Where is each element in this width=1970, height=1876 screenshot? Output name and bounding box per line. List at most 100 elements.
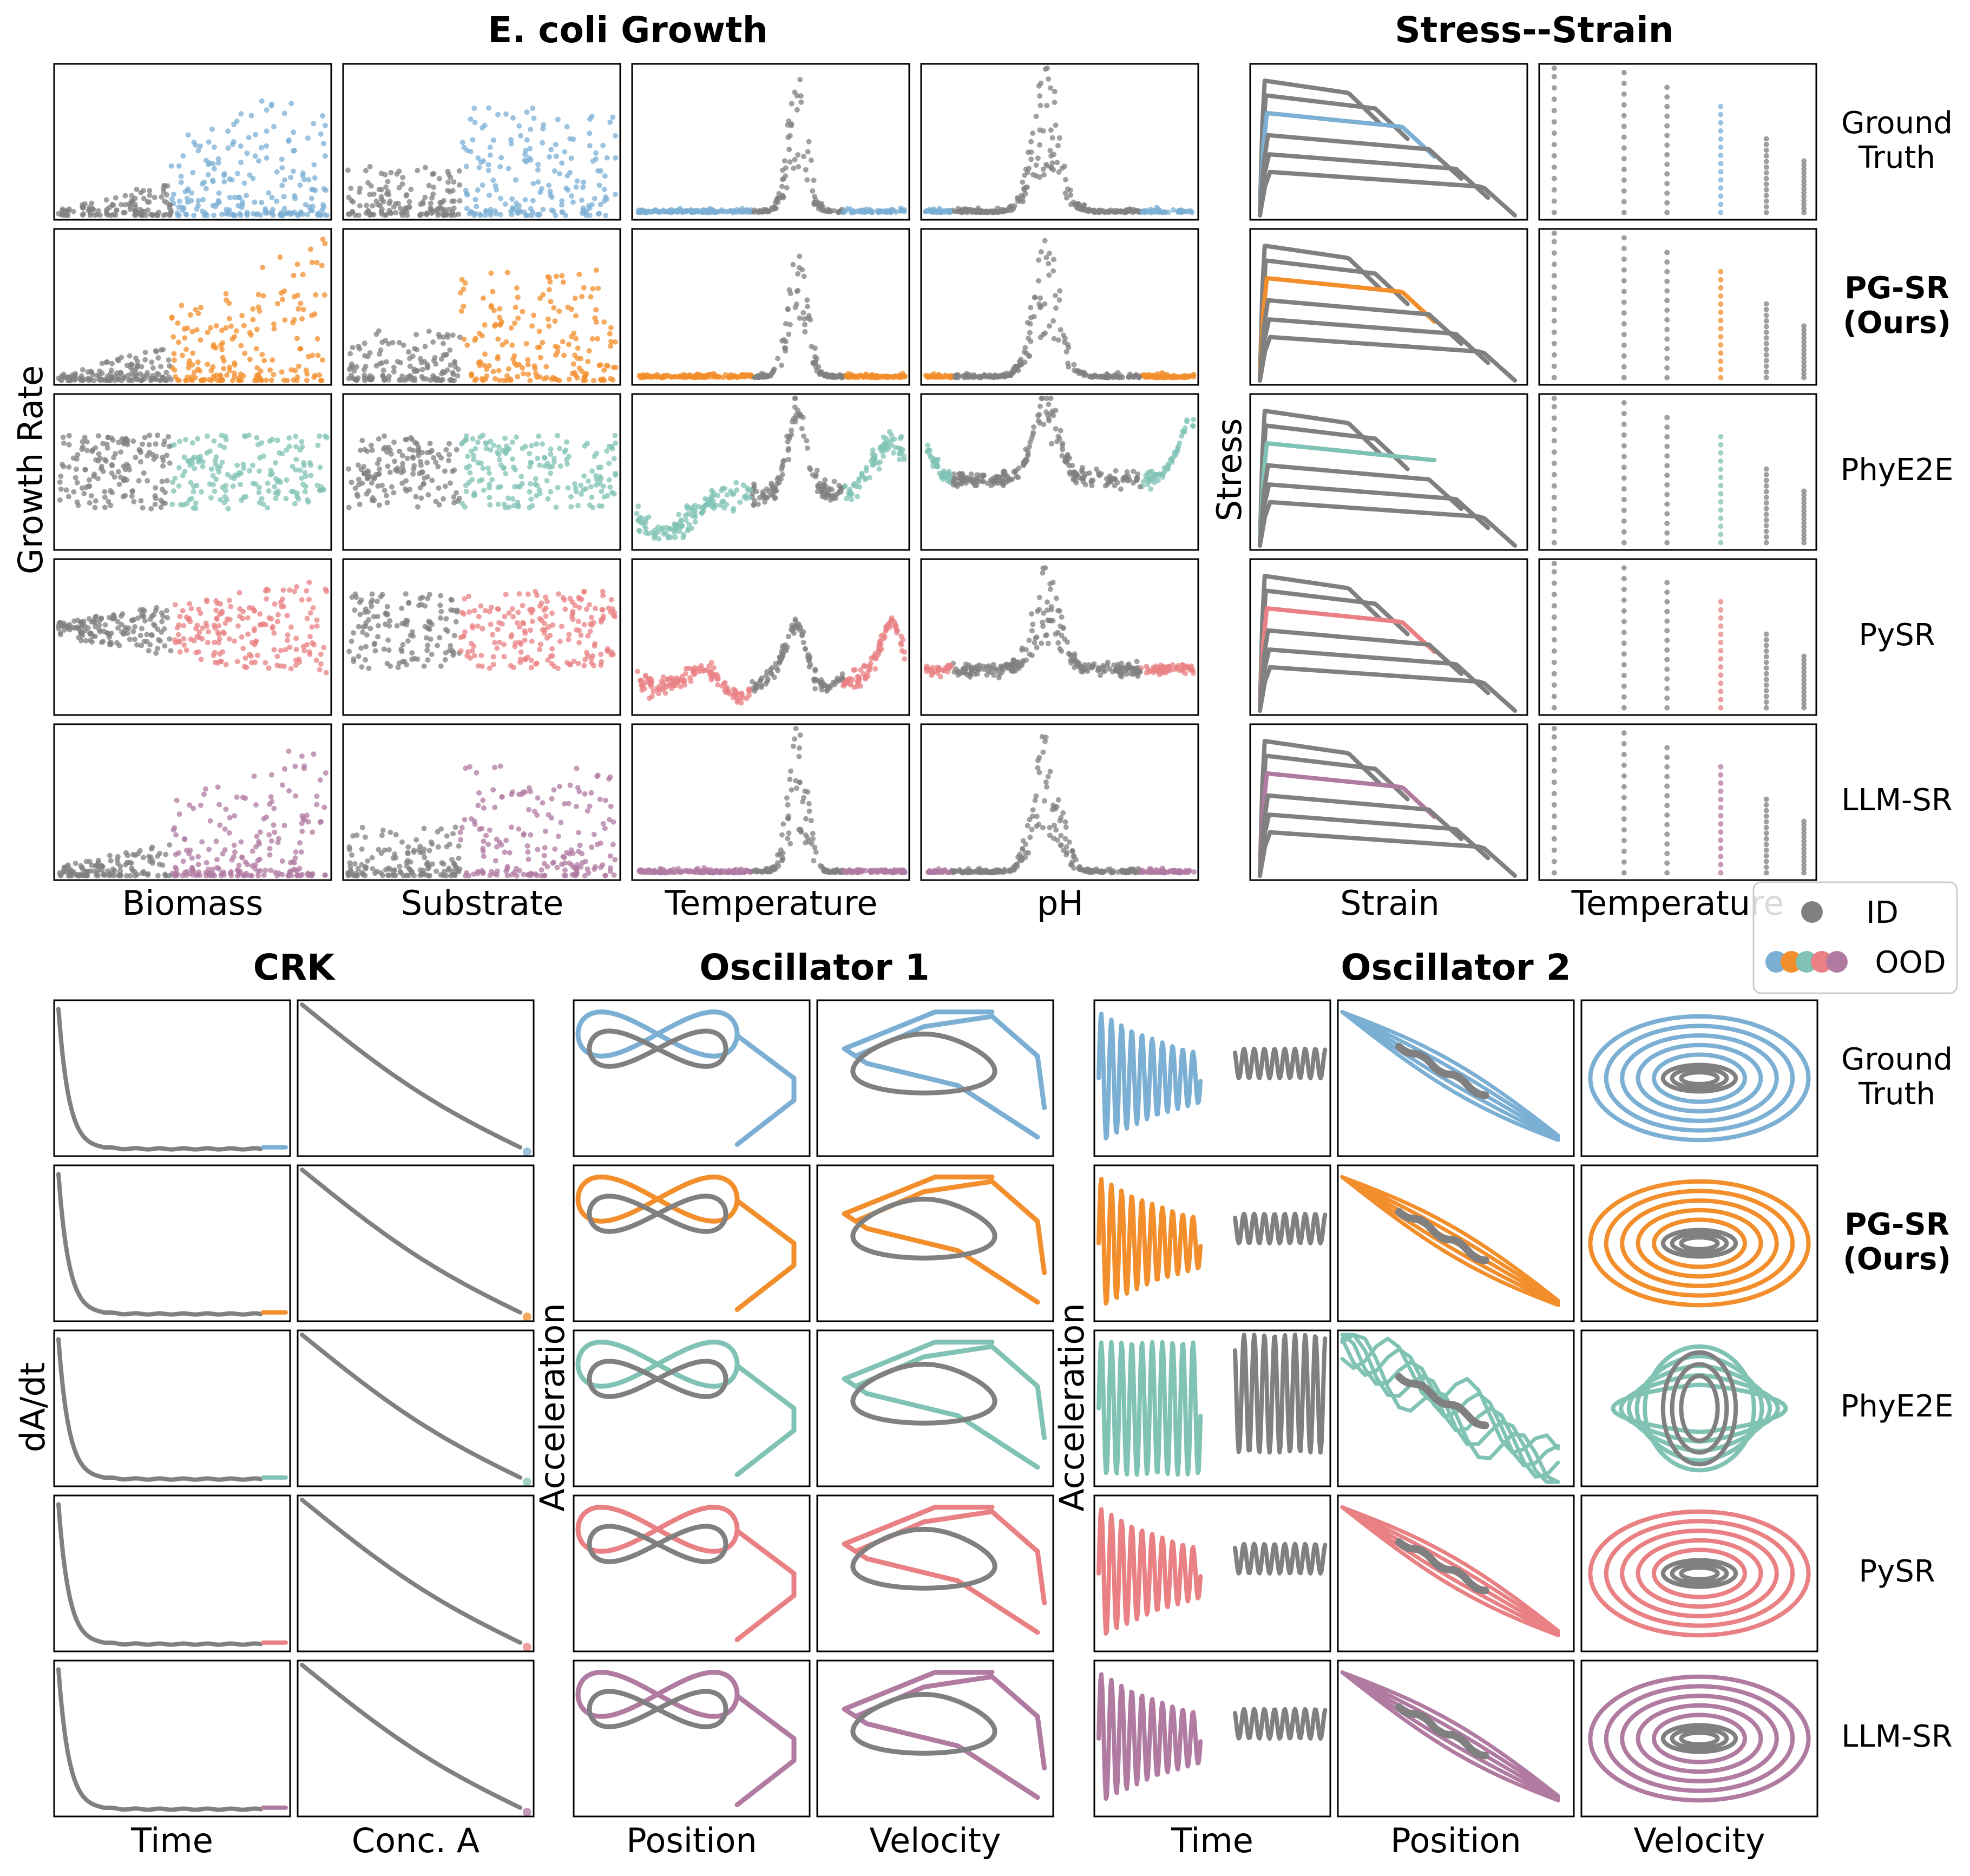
ood-point <box>497 212 503 218</box>
ood-point <box>565 485 571 491</box>
id-point <box>127 467 133 473</box>
ood-point <box>488 621 494 627</box>
id-point <box>1052 100 1058 106</box>
panel-marks <box>345 105 619 218</box>
ood-point <box>225 128 231 134</box>
id-point <box>130 628 136 634</box>
ood-point <box>555 834 561 839</box>
id-point <box>380 446 386 452</box>
id-point <box>79 485 85 491</box>
id-point <box>429 477 435 483</box>
ood-point <box>299 813 305 819</box>
id-point <box>59 462 65 467</box>
ood-point <box>275 301 281 307</box>
ood-point <box>485 162 491 168</box>
ood-point <box>522 789 528 795</box>
ood-point <box>499 621 505 627</box>
id-point <box>1020 179 1026 185</box>
id-point <box>403 591 409 597</box>
ood-point <box>213 462 219 468</box>
ood-point <box>319 263 325 268</box>
ood-point <box>587 502 593 508</box>
id-point <box>809 841 815 847</box>
ood-point <box>272 601 278 607</box>
ood-point <box>599 488 605 494</box>
ood-point <box>314 802 320 808</box>
ood-point <box>281 823 287 829</box>
ood-point <box>216 802 222 808</box>
ood-point <box>523 341 529 346</box>
ood-point <box>610 377 616 383</box>
id-point <box>137 607 143 613</box>
id-point <box>363 834 368 840</box>
id-point <box>113 195 119 201</box>
ood-point <box>241 494 247 500</box>
ood-point <box>238 143 244 149</box>
ood-point <box>189 460 195 466</box>
ood-point <box>709 488 715 494</box>
panel-substrate-phye2e <box>342 393 621 551</box>
ood-point <box>275 839 281 845</box>
id-point <box>346 466 351 472</box>
ood-point <box>842 681 848 687</box>
ood-point <box>220 484 226 490</box>
ood-point <box>247 357 253 363</box>
id-point <box>422 194 428 200</box>
ood-point <box>235 203 241 208</box>
ood-point <box>173 872 179 878</box>
id-point <box>134 871 140 877</box>
id-point <box>89 639 95 645</box>
ood-point <box>898 633 904 639</box>
id-point <box>800 310 806 316</box>
ood-point <box>588 621 593 627</box>
ood-point <box>191 369 197 375</box>
ood-point <box>570 361 576 367</box>
ood-point <box>476 790 482 796</box>
id-point <box>56 626 61 632</box>
ood-point <box>872 655 878 661</box>
id-point <box>139 377 144 383</box>
ood-point <box>856 677 862 682</box>
id-point <box>149 359 155 365</box>
ood-point <box>189 440 195 446</box>
id-point <box>354 832 360 838</box>
ood-point <box>463 488 469 494</box>
ood-point <box>892 868 898 874</box>
ood-point <box>606 477 612 483</box>
id-point <box>838 485 844 491</box>
ood-point <box>514 620 520 626</box>
id-point <box>122 209 128 215</box>
id-point <box>84 448 90 454</box>
ood-point <box>488 447 494 453</box>
id-point <box>129 488 135 494</box>
ood-point <box>635 503 641 509</box>
ood-point <box>229 141 235 147</box>
ood-point <box>869 458 874 464</box>
ood-point <box>531 115 537 121</box>
id-point <box>103 458 109 464</box>
plot-area <box>53 63 1818 1818</box>
ood-point <box>288 101 294 107</box>
id-point <box>116 481 122 487</box>
id-point <box>771 864 776 870</box>
ood-point <box>300 644 306 650</box>
id-point <box>145 370 150 376</box>
ood-point <box>304 615 310 621</box>
ood-point <box>642 680 648 686</box>
id-point <box>106 498 111 504</box>
ood-point <box>216 190 222 196</box>
id-point <box>437 635 443 641</box>
id-point <box>363 210 369 216</box>
id-point <box>411 849 417 855</box>
id-point <box>803 646 808 652</box>
ood-point <box>174 797 180 803</box>
ood-point <box>482 322 488 328</box>
ood-point <box>181 326 187 332</box>
id-point <box>450 332 456 338</box>
id-point <box>816 206 822 212</box>
id-point <box>353 594 359 600</box>
id-point <box>102 622 108 628</box>
ood-point <box>586 348 592 354</box>
ood-point <box>467 211 472 217</box>
ood-point <box>537 647 542 652</box>
